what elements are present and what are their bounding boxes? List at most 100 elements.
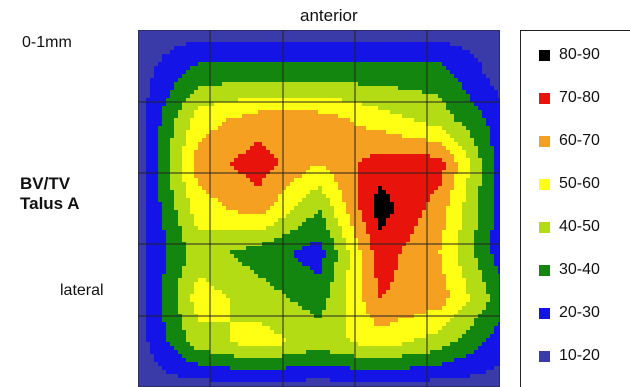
contour-cell bbox=[490, 162, 495, 167]
contour-cell bbox=[358, 218, 363, 223]
contour-cell bbox=[322, 158, 327, 163]
contour-cell bbox=[478, 238, 483, 243]
contour-cell bbox=[482, 198, 487, 203]
contour-cell bbox=[190, 122, 195, 127]
contour-cell bbox=[446, 46, 451, 51]
contour-cell bbox=[434, 194, 439, 199]
contour-cell bbox=[398, 34, 403, 39]
contour-cell bbox=[426, 86, 431, 91]
contour-cell bbox=[362, 246, 367, 251]
contour-cell bbox=[486, 182, 491, 187]
contour-cell bbox=[278, 98, 283, 103]
contour-cell bbox=[382, 62, 387, 67]
contour-cell bbox=[438, 110, 443, 115]
contour-cell bbox=[298, 98, 303, 103]
contour-cell bbox=[470, 158, 475, 163]
contour-cell bbox=[322, 194, 327, 199]
contour-cell bbox=[186, 34, 191, 39]
contour-cell bbox=[206, 210, 211, 215]
contour-cell bbox=[450, 118, 455, 123]
contour-cell bbox=[430, 218, 435, 223]
contour-cell bbox=[262, 102, 267, 107]
contour-cell bbox=[390, 114, 395, 119]
contour-cell bbox=[166, 114, 171, 119]
contour-cell bbox=[282, 102, 287, 107]
contour-cell bbox=[394, 138, 399, 143]
contour-cell bbox=[486, 162, 491, 167]
contour-cell bbox=[290, 214, 295, 219]
contour-cell bbox=[294, 130, 299, 135]
contour-cell bbox=[422, 78, 427, 83]
contour-cell bbox=[174, 246, 179, 251]
contour-cell bbox=[422, 202, 427, 207]
contour-cell bbox=[366, 234, 371, 239]
contour-cell bbox=[182, 142, 187, 147]
contour-cell bbox=[202, 218, 207, 223]
contour-cell bbox=[298, 238, 303, 243]
contour-cell bbox=[262, 194, 267, 199]
contour-cell bbox=[430, 174, 435, 179]
contour-cell bbox=[170, 202, 175, 207]
contour-cell bbox=[390, 62, 395, 67]
contour-cell bbox=[222, 246, 227, 251]
contour-cell bbox=[238, 106, 243, 111]
contour-cell bbox=[310, 98, 315, 103]
contour-cell bbox=[454, 70, 459, 75]
contour-cell bbox=[270, 94, 275, 99]
contour-cell bbox=[394, 154, 399, 159]
contour-cell bbox=[410, 106, 415, 111]
contour-cell bbox=[190, 206, 195, 211]
contour-cell bbox=[410, 98, 415, 103]
contour-cell bbox=[142, 78, 147, 83]
contour-cell bbox=[374, 234, 379, 239]
contour-cell bbox=[374, 62, 379, 67]
contour-cell bbox=[230, 142, 235, 147]
contour-cell bbox=[486, 30, 491, 35]
contour-cell bbox=[194, 66, 199, 71]
contour-cell bbox=[166, 30, 171, 35]
contour-cell bbox=[410, 90, 415, 95]
contour-cell bbox=[338, 74, 343, 79]
contour-cell bbox=[258, 98, 263, 103]
contour-cell bbox=[298, 70, 303, 75]
contour-cell bbox=[190, 210, 195, 215]
contour-cell bbox=[142, 74, 147, 79]
contour-cell bbox=[422, 82, 427, 87]
contour-cell bbox=[278, 166, 283, 171]
contour-cell bbox=[270, 190, 275, 195]
contour-cell bbox=[366, 238, 371, 243]
contour-cell bbox=[442, 38, 447, 43]
contour-cell bbox=[446, 170, 451, 175]
contour-cell bbox=[258, 166, 263, 171]
contour-cell bbox=[378, 198, 383, 203]
contour-cell bbox=[146, 146, 151, 151]
contour-cell bbox=[378, 218, 383, 223]
contour-cell bbox=[334, 210, 339, 215]
contour-cell bbox=[406, 114, 411, 119]
contour-cell bbox=[222, 198, 227, 203]
contour-cell bbox=[302, 106, 307, 111]
contour-cell bbox=[218, 222, 223, 227]
contour-cell bbox=[350, 178, 355, 183]
contour-cell bbox=[434, 206, 439, 211]
contour-cell bbox=[274, 106, 279, 111]
contour-cell bbox=[238, 190, 243, 195]
contour-cell bbox=[274, 78, 279, 83]
contour-cell bbox=[138, 194, 143, 199]
contour-cell bbox=[490, 134, 495, 139]
contour-cell bbox=[438, 166, 443, 171]
contour-cell bbox=[326, 94, 331, 99]
contour-cell bbox=[470, 234, 475, 239]
contour-cell bbox=[374, 50, 379, 55]
contour-cell bbox=[390, 110, 395, 115]
contour-cell bbox=[154, 118, 159, 123]
contour-cell bbox=[338, 166, 343, 171]
contour-cell bbox=[410, 170, 415, 175]
contour-cell bbox=[330, 42, 335, 47]
contour-cell bbox=[378, 30, 383, 35]
contour-cell bbox=[462, 74, 467, 79]
contour-cell bbox=[342, 54, 347, 59]
contour-cell bbox=[386, 118, 391, 123]
contour-cell bbox=[298, 162, 303, 167]
contour-cell bbox=[246, 126, 251, 131]
